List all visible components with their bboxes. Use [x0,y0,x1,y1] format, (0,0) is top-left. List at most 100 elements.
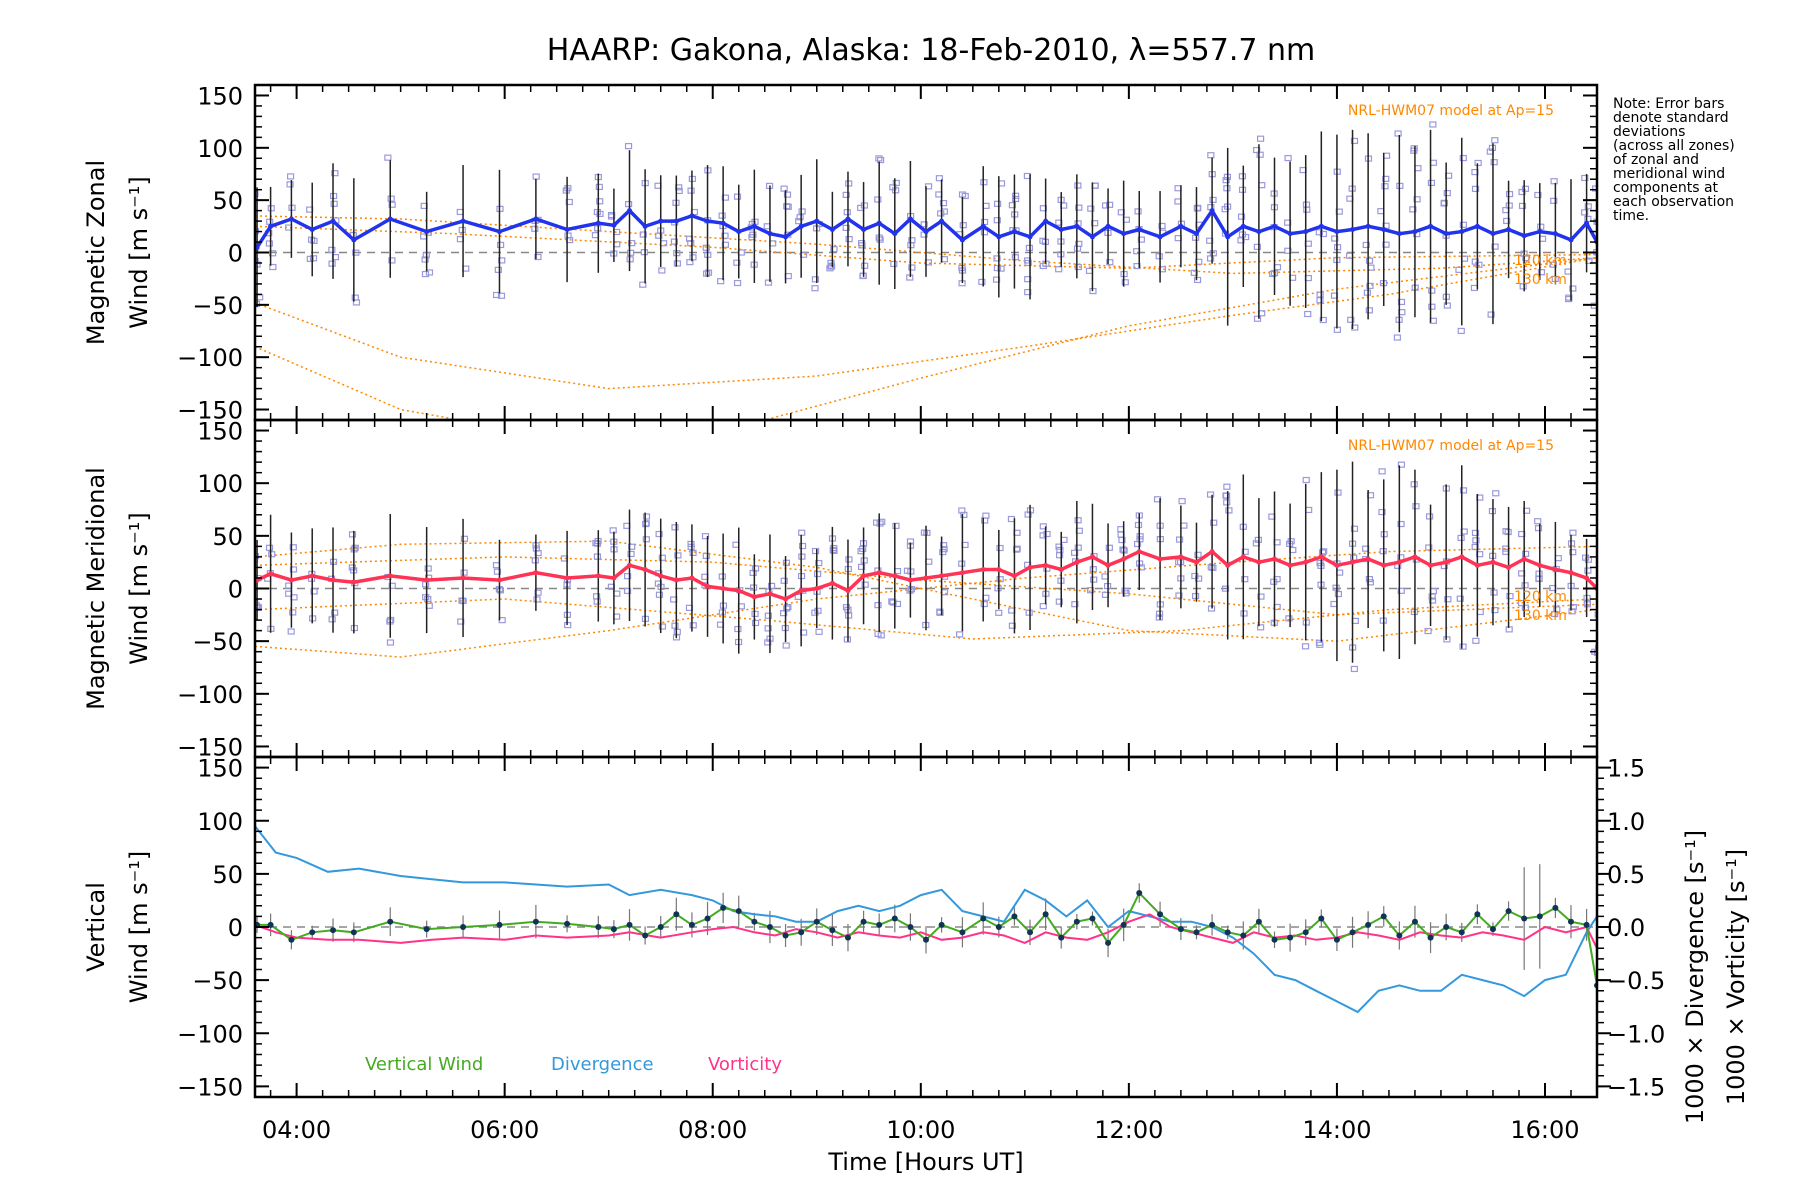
meridional-wind-point [892,573,898,579]
y-tick-label: −100 [177,344,243,372]
scatter-point [639,281,647,288]
scatter-point [877,632,885,639]
scatter-point [827,263,836,270]
meridional-wind-point [767,591,773,597]
zonal-wind-point [309,226,315,232]
meridional-wind-point [1058,567,1064,573]
zonal-wind-point [1157,234,1163,240]
scatter-point [286,181,294,188]
scatter-point [1378,508,1386,516]
scatter-point [624,143,633,150]
meridional-wind-point [923,575,929,581]
scatter-point [1134,521,1143,529]
scatter-point [1334,590,1342,598]
scatter-point [1085,267,1094,274]
scatter-point [1490,159,1498,166]
scatter-point [1302,476,1310,484]
zonal-wind-point [705,218,711,224]
scatter-point [565,198,573,206]
scatter-point [1414,165,1422,172]
vertical-wind-point [844,934,851,941]
scatter-point [562,187,570,194]
scatter-point [1055,543,1063,550]
scatter-point [1241,548,1249,555]
scatter-point [352,249,360,256]
vertical-wind-point [1552,904,1559,911]
scatter-point [534,589,542,596]
scatter-point [1091,220,1099,227]
scatter-point [1459,221,1467,228]
scatter-point [733,279,742,287]
scatter-point [782,642,790,649]
scatter-point [1075,204,1083,211]
scatter-point [496,587,504,594]
scatter-point [993,255,1001,262]
scatter-point [1207,564,1215,571]
scatter-point [1491,137,1499,144]
zonal-wind-line [255,207,1597,249]
scatter-point [1193,276,1202,284]
y-tick-label: 0 [228,914,243,942]
zonal-wind-point [1058,226,1064,232]
meridional-wind-point [1318,554,1324,560]
scatter-point [1584,215,1592,223]
zonal-wind-point [496,229,502,235]
scatter-point [1105,201,1114,208]
scatter-point [1008,202,1016,209]
vertical-wind-point [595,924,602,930]
scatter-point [1039,603,1047,610]
meridional-wind-point [1225,562,1231,568]
scatter-point [1137,564,1145,571]
scatter-point [1178,498,1186,505]
vertical-wind-point [704,915,711,922]
vertical-wind-point [564,920,571,927]
scatter-point [689,254,697,261]
scatter-point [1303,206,1311,213]
vertical-wind-point [532,918,539,925]
zonal-wind-point [923,229,929,235]
meridional-wind-point [533,570,539,576]
vertical-wind-point [1058,934,1065,941]
meridional-wind-point [1272,556,1278,562]
zonal-wind-point [288,216,294,222]
scatter-point [1581,174,1589,182]
scatter-point [1569,285,1577,292]
zonal-wind-point [1428,223,1434,229]
scatter-point [1269,270,1277,278]
scatter-point [1285,615,1293,622]
scatter-point [1471,543,1479,551]
y-tick-label: 50 [212,187,243,215]
scatter-point [1459,643,1467,650]
scatter-point [767,582,776,590]
zonal-wind-point [1584,220,1590,226]
vertical-wind-point [1027,929,1034,936]
vertical-wind-point [1583,921,1590,928]
meridional-wind-point [1256,559,1262,565]
scatter-point [658,554,666,561]
scatter-point [1565,294,1573,301]
meridional-wind-point [1209,549,1215,555]
scatter-point [1534,525,1543,532]
scatter-point [642,536,650,543]
scatter-point [533,596,541,603]
scatter-point [980,600,988,608]
model-curve [255,256,1597,390]
right-tick-label: 0.5 [1607,861,1645,889]
scatter-point [814,607,822,614]
vertical-wind-point [642,932,649,939]
scatter-point [424,565,432,572]
scatter-point [388,582,396,589]
scatter-point [1428,593,1436,600]
zonal-wind-point [892,231,898,237]
scatter-point [1192,234,1200,241]
scatter-point [1537,223,1545,230]
scatter-point [842,224,850,231]
scatter-point [1253,243,1261,250]
scatter-point [1521,550,1530,557]
vertical-wind-point [1349,929,1356,936]
scatter-point [1225,507,1233,514]
vertical-wind-point [1365,921,1372,928]
scatter-point [1175,559,1183,566]
scatter-point [1412,503,1420,510]
scatter-point [1522,255,1530,262]
